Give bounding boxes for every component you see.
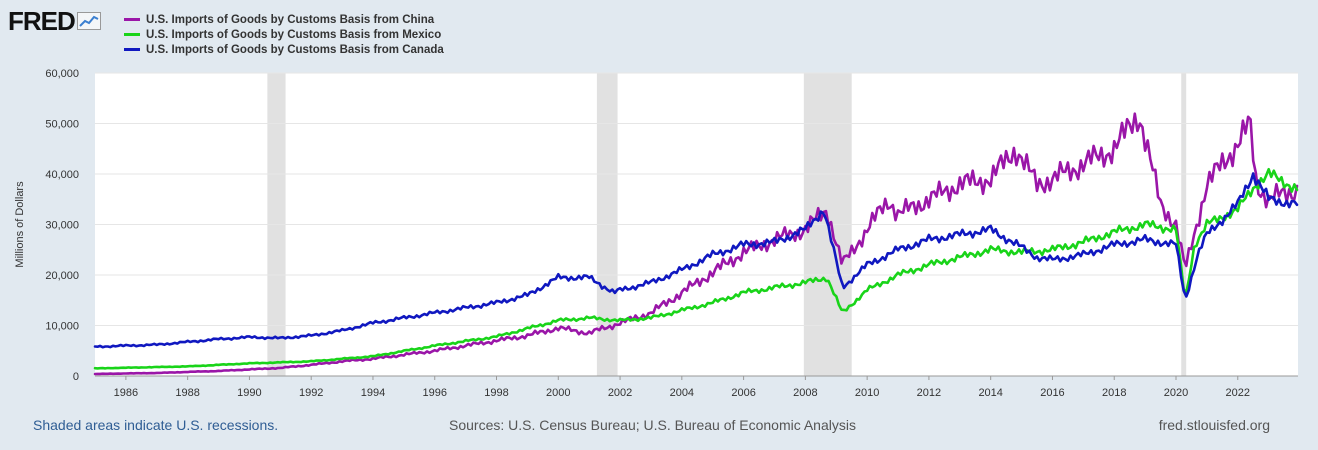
x-tick-label: 1986: [114, 387, 138, 399]
x-tick-label: 2000: [546, 387, 570, 399]
y-tick-label: 0: [73, 371, 79, 383]
y-tick-label: 50,000: [45, 119, 79, 131]
y-tick-label: 20,000: [45, 270, 79, 282]
y-tick-label: 10,000: [45, 321, 79, 333]
x-tick-label: 1990: [237, 387, 261, 399]
legend-label-china: U.S. Imports of Goods by Customs Basis f…: [146, 13, 435, 26]
x-tick-label: 2010: [855, 387, 879, 399]
series-line-canada: [93, 172, 1299, 349]
fred-logo[interactable]: FRED: [8, 8, 101, 34]
line-chart: 0 10,000 20,000 30,000 40,000 50,000 60,000 198…: [14, 68, 1299, 399]
x-tick-label: 1996: [423, 387, 447, 399]
x-tick-label: 2006: [731, 387, 755, 399]
x-tick-label: 1988: [175, 387, 199, 399]
y-tick-label: 40,000: [45, 169, 79, 181]
x-tick-label: 2016: [1040, 387, 1064, 399]
y-tick-label: 60,000: [45, 68, 79, 80]
legend-swatch-canada: [124, 48, 140, 51]
x-tick-label: 2020: [1164, 387, 1188, 399]
x-tick-label: 2002: [608, 387, 632, 399]
x-tick-label: 1998: [484, 387, 508, 399]
x-tick-label: 2014: [978, 387, 1002, 399]
legend-item-mexico: U.S. Imports of Goods by Customs Basis f…: [124, 27, 444, 42]
logo-text: FRED: [8, 6, 76, 36]
series-line-china: [93, 112, 1299, 376]
series-line-mexico: [93, 167, 1299, 370]
y-axis-label: Millions of Dollars: [14, 181, 26, 268]
chart-area: 0 10,000 20,000 30,000 40,000 50,000 60,000 198…: [14, 68, 1299, 399]
x-tick-label: 1992: [299, 387, 323, 399]
x-tick-label: 2012: [917, 387, 941, 399]
legend-label-mexico: U.S. Imports of Goods by Customs Basis f…: [146, 28, 442, 41]
y-tick-label: 30,000: [45, 220, 79, 232]
sources-text: Sources: U.S. Census Bureau; U.S. Bureau…: [449, 417, 856, 433]
legend-label-canada: U.S. Imports of Goods by Customs Basis f…: [146, 43, 444, 56]
legend-item-canada: U.S. Imports of Goods by Customs Basis f…: [124, 42, 444, 57]
site-link[interactable]: fred.stlouisfed.org: [1158, 417, 1270, 433]
chart-trend-icon: [76, 12, 101, 30]
chart-legend: U.S. Imports of Goods by Customs Basis f…: [124, 12, 444, 57]
x-tick-label: 1994: [361, 387, 385, 399]
x-tick-label: 2004: [670, 387, 694, 399]
legend-swatch-china: [124, 18, 140, 21]
legend-swatch-mexico: [124, 33, 140, 36]
recession-note: Shaded areas indicate U.S. recessions.: [33, 417, 279, 433]
x-tick-label: 2018: [1102, 387, 1126, 399]
x-tick-label: 2008: [793, 387, 817, 399]
legend-item-china: U.S. Imports of Goods by Customs Basis f…: [124, 12, 444, 27]
x-tick-label: 2022: [1226, 387, 1250, 399]
